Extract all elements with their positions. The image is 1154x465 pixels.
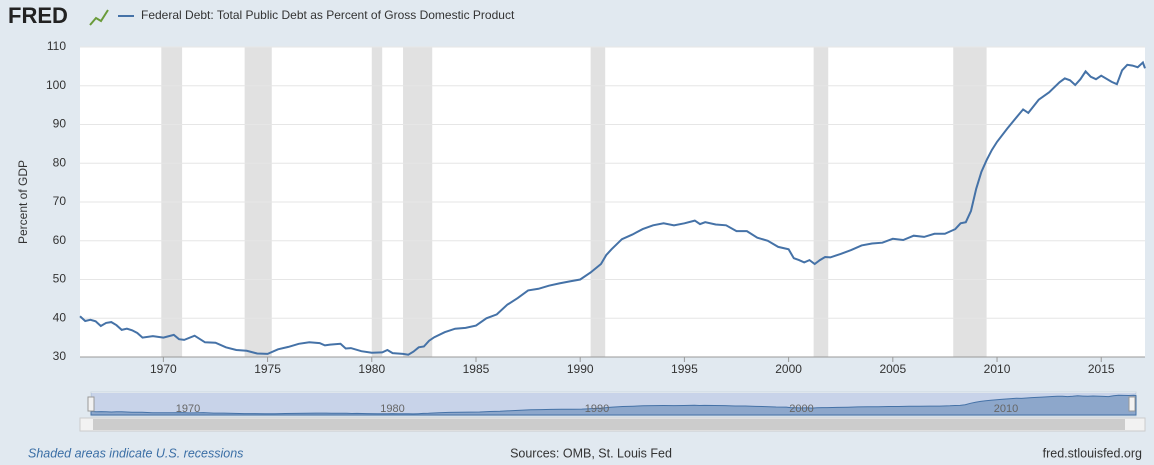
y-axis-label: Percent of GDP — [16, 160, 30, 244]
x-tick-label: 1985 — [463, 362, 490, 376]
x-tick-label: 1990 — [567, 362, 594, 376]
x-tick-label: 1995 — [671, 362, 698, 376]
y-tick-label: 60 — [53, 233, 67, 247]
navigator-label: 1970 — [176, 403, 200, 415]
navigator[interactable] — [90, 391, 1137, 417]
y-tick-label: 70 — [53, 194, 67, 208]
x-tick-label: 2015 — [1088, 362, 1115, 376]
y-tick-label: 90 — [53, 117, 67, 131]
site: fred.stlouisfed.org — [1043, 446, 1142, 460]
x-tick-label: 1980 — [358, 362, 385, 376]
line — [79, 60, 1146, 356]
navigator-handle-right[interactable] — [1128, 396, 1136, 412]
navigator-selection — [91, 393, 1136, 415]
recession-note: Shaded areas indicate U.S. recessions — [28, 446, 243, 460]
scrollbar-thumb[interactable] — [93, 419, 1125, 430]
y-tick-label: 40 — [53, 310, 67, 324]
legend-label: Federal Debt: Total Public Debt as Perce… — [141, 8, 515, 22]
sources: Sources: OMB, St. Louis Fed — [510, 446, 672, 460]
navigator-label: 1980 — [380, 403, 404, 415]
y-tick-label: 110 — [47, 39, 66, 53]
navigator-area — [90, 394, 1137, 416]
navigator-label: 1990 — [585, 403, 609, 415]
x-tick-label: 2000 — [775, 362, 802, 376]
x-tick-label: 1975 — [254, 362, 281, 376]
logo-icon — [89, 9, 109, 26]
navigator-handle-left[interactable] — [87, 396, 95, 412]
navigator-label: 2010 — [994, 403, 1018, 415]
x-tick-label: 2005 — [879, 362, 906, 376]
y-tick-label: 100 — [46, 78, 66, 92]
x-tick-label: 2010 — [984, 362, 1011, 376]
logo: FRED — [8, 3, 68, 28]
y-tick-label: 30 — [53, 349, 67, 363]
y-tick-label: 80 — [53, 155, 67, 169]
x-tick-label: 1970 — [150, 362, 177, 376]
y-tick-label: 50 — [53, 272, 67, 286]
navigator-label: 2000 — [789, 403, 813, 415]
